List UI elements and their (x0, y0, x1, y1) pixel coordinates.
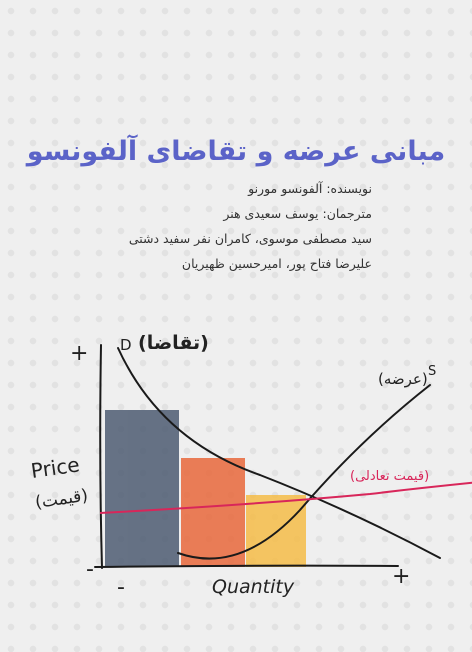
axis-sign: + (392, 564, 410, 589)
axis-sign: - (117, 575, 125, 600)
supply-curve (177, 384, 431, 560)
label: D (120, 336, 132, 354)
axis-label: (قیمت) (34, 486, 89, 513)
translators: علیرضا فتاح پور، امیرحسین ظهیریان (181, 256, 372, 271)
axis-sign: - (86, 557, 94, 582)
book-title: مبانی عرضه و تقاضای آلفونسو (26, 136, 446, 167)
credits: نویسنده: آلفونسو مورنو مترجمان: یوسف سعی… (52, 176, 372, 276)
demand-curve (117, 347, 441, 559)
axis-sign: + (70, 341, 88, 366)
axis-label: Price (29, 452, 81, 483)
author: نویسنده: آلفونسو مورنو (248, 181, 372, 196)
shaded-area (105, 410, 179, 567)
shaded-area (246, 495, 306, 567)
translators: سید مصطفی موسوی، کامران نفر سفید دشتی (128, 231, 372, 246)
x-axis (94, 564, 399, 568)
label: (تقاضا) (138, 332, 209, 354)
translators: مترجمان: یوسف سعیدی هنر (223, 206, 372, 221)
equilibrium-line (99, 481, 472, 514)
label: (عرضه) (378, 370, 428, 388)
shaded-area (181, 458, 245, 567)
axis-label: Quantity (212, 576, 295, 598)
y-axis (99, 344, 103, 569)
label: S (428, 364, 436, 379)
label: (قیمت تعادلی) (350, 469, 429, 484)
